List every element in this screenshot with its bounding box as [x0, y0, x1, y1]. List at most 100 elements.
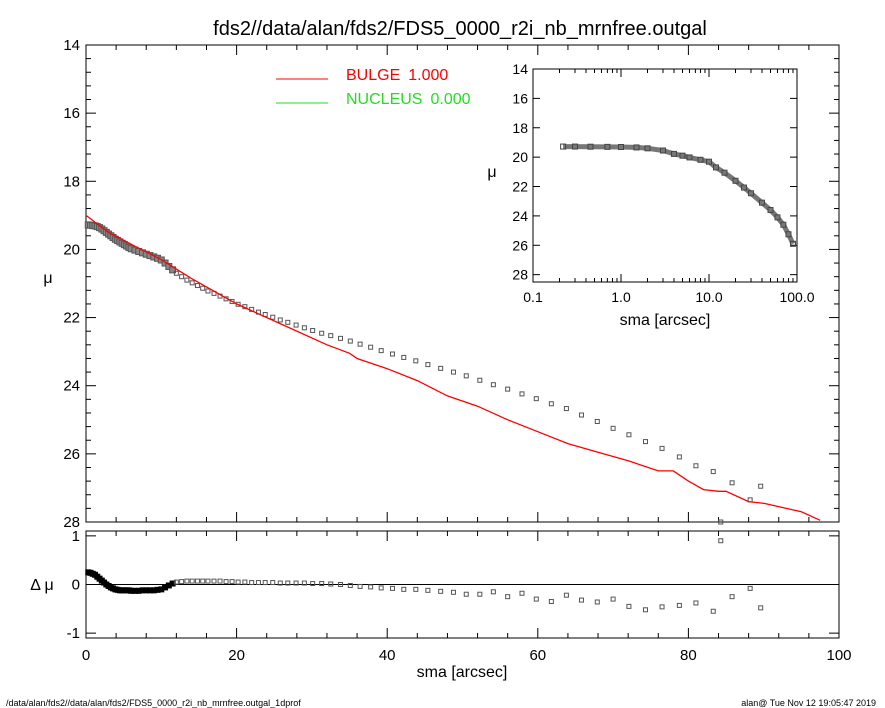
- data-point: [718, 519, 724, 525]
- footer-filepath: /data/alan/fds2//data/alan/fds2/FDS5_000…: [6, 698, 301, 708]
- inset-x-tick-label: 10.0: [695, 289, 722, 305]
- residual-point: [594, 599, 600, 605]
- residual-y-axis: 1 0 -1: [67, 528, 839, 642]
- residual-y-tick-label: 1: [72, 528, 80, 545]
- inset-data-point: [560, 143, 567, 150]
- residual-point: [229, 579, 235, 585]
- legend-label-nucleus: NUCLEUS 0.000: [346, 91, 471, 108]
- data-point: [710, 469, 716, 475]
- residual-point: [659, 604, 665, 610]
- data-point: [389, 351, 395, 357]
- main-y-axis: 14 16 18 20 22 24 26 28: [63, 37, 839, 531]
- inset-panel: 14 16 18 20 22 24 26 28 0.1 1.0 10.0 100.0 μ sma […: [487, 61, 814, 329]
- footer-timestamp: alan@ Tue Nov 12 19:05:47 2019: [741, 698, 876, 708]
- inset-data-point: [789, 240, 796, 247]
- residual-point: [357, 583, 363, 589]
- inset-y-tick-label: 26: [512, 237, 528, 253]
- residual-point: [173, 579, 179, 585]
- data-point: [378, 348, 384, 354]
- data-point: [438, 365, 444, 371]
- data-point: [194, 283, 200, 289]
- inset-data-point: [571, 143, 578, 150]
- inset-data-point: [618, 144, 624, 151]
- data-point: [425, 362, 431, 368]
- inset-y-axis: 14 16 18 20 22 24 26 28: [512, 61, 797, 283]
- main-y-tick-label: 14: [63, 37, 80, 54]
- inset-y-tick-label: 20: [512, 149, 528, 165]
- residual-point: [505, 594, 511, 600]
- data-point: [642, 439, 648, 445]
- residual-point: [626, 603, 632, 609]
- inset-data-point: [706, 158, 712, 165]
- inset-data-point: [741, 184, 748, 191]
- residual-point: [235, 579, 241, 585]
- residual-point: [249, 580, 255, 586]
- data-point: [368, 344, 374, 350]
- residual-point: [310, 581, 316, 587]
- inset-data-point: [732, 177, 739, 184]
- residual-y-tick-label: 0: [72, 577, 80, 594]
- data-point: [693, 463, 699, 469]
- data-point: [301, 325, 307, 331]
- residual-y-axis-label: Δ μ: [30, 577, 53, 594]
- residual-x-axis-label: sma [arcsec]: [417, 664, 508, 681]
- main-x-axis-ticks: [85, 45, 840, 522]
- inset-plot-frame: [532, 68, 798, 283]
- residual-panel: 10-1 0 20 40 60 80 100 Δ μ sma [arcsec]: [30, 528, 851, 681]
- data-point: [270, 314, 276, 320]
- inset-data-point: [670, 150, 677, 157]
- residual-point: [610, 596, 616, 602]
- data-point: [610, 425, 616, 431]
- inset-data-point: [679, 152, 686, 159]
- inset-data-point: [659, 147, 666, 154]
- data-point: [519, 391, 525, 397]
- data-point: [293, 322, 299, 328]
- inset-x-tick-label: 100.0: [779, 289, 814, 305]
- residual-point: [533, 596, 539, 602]
- residual-point: [211, 578, 217, 584]
- residual-point: [242, 579, 248, 585]
- data-point: [277, 317, 283, 323]
- residual-x-tick-label: 80: [680, 647, 697, 664]
- inset-x-axis-label: sma [arcsec]: [620, 312, 711, 329]
- data-point: [490, 382, 496, 388]
- residual-point: [578, 597, 584, 603]
- residual-point: [413, 586, 419, 592]
- inset-data-point: [712, 164, 719, 171]
- residual-point: [463, 591, 469, 597]
- residual-point: [293, 580, 299, 586]
- data-point: [533, 396, 539, 402]
- data-point: [548, 401, 554, 407]
- residual-point: [277, 580, 283, 586]
- main-y-tick-label: 26: [63, 446, 80, 463]
- data-point: [179, 274, 185, 280]
- residual-point: [262, 580, 268, 586]
- inset-data-point: [780, 221, 787, 228]
- data-point: [319, 330, 325, 336]
- residual-point: [301, 580, 307, 586]
- residual-point: [425, 587, 431, 593]
- residual-point: [519, 590, 525, 596]
- main-y-tick-label: 16: [63, 105, 80, 122]
- data-point: [563, 406, 569, 412]
- residual-point: [270, 580, 276, 586]
- residual-point: [200, 578, 206, 584]
- residual-x-tick-label: 0: [82, 647, 90, 664]
- inset-data-point: [587, 143, 594, 150]
- bulge-model-line: [85, 214, 821, 521]
- inset-y-tick-label: 18: [512, 120, 528, 136]
- main-y-tick-label: 22: [63, 310, 80, 327]
- data-point: [676, 454, 682, 460]
- inset-y-tick-label: 16: [512, 90, 528, 106]
- inset-x-tick-label: 0.1: [523, 289, 543, 305]
- data-point: [477, 377, 483, 383]
- inset-x-tick-label: 1.0: [611, 289, 631, 305]
- data-point: [505, 386, 511, 392]
- residual-point: [548, 599, 554, 605]
- inset-data-point: [785, 231, 792, 238]
- data-point: [659, 445, 665, 451]
- residual-point: [729, 594, 735, 600]
- data-point: [758, 483, 764, 489]
- inset-y-tick-label: 14: [512, 61, 528, 77]
